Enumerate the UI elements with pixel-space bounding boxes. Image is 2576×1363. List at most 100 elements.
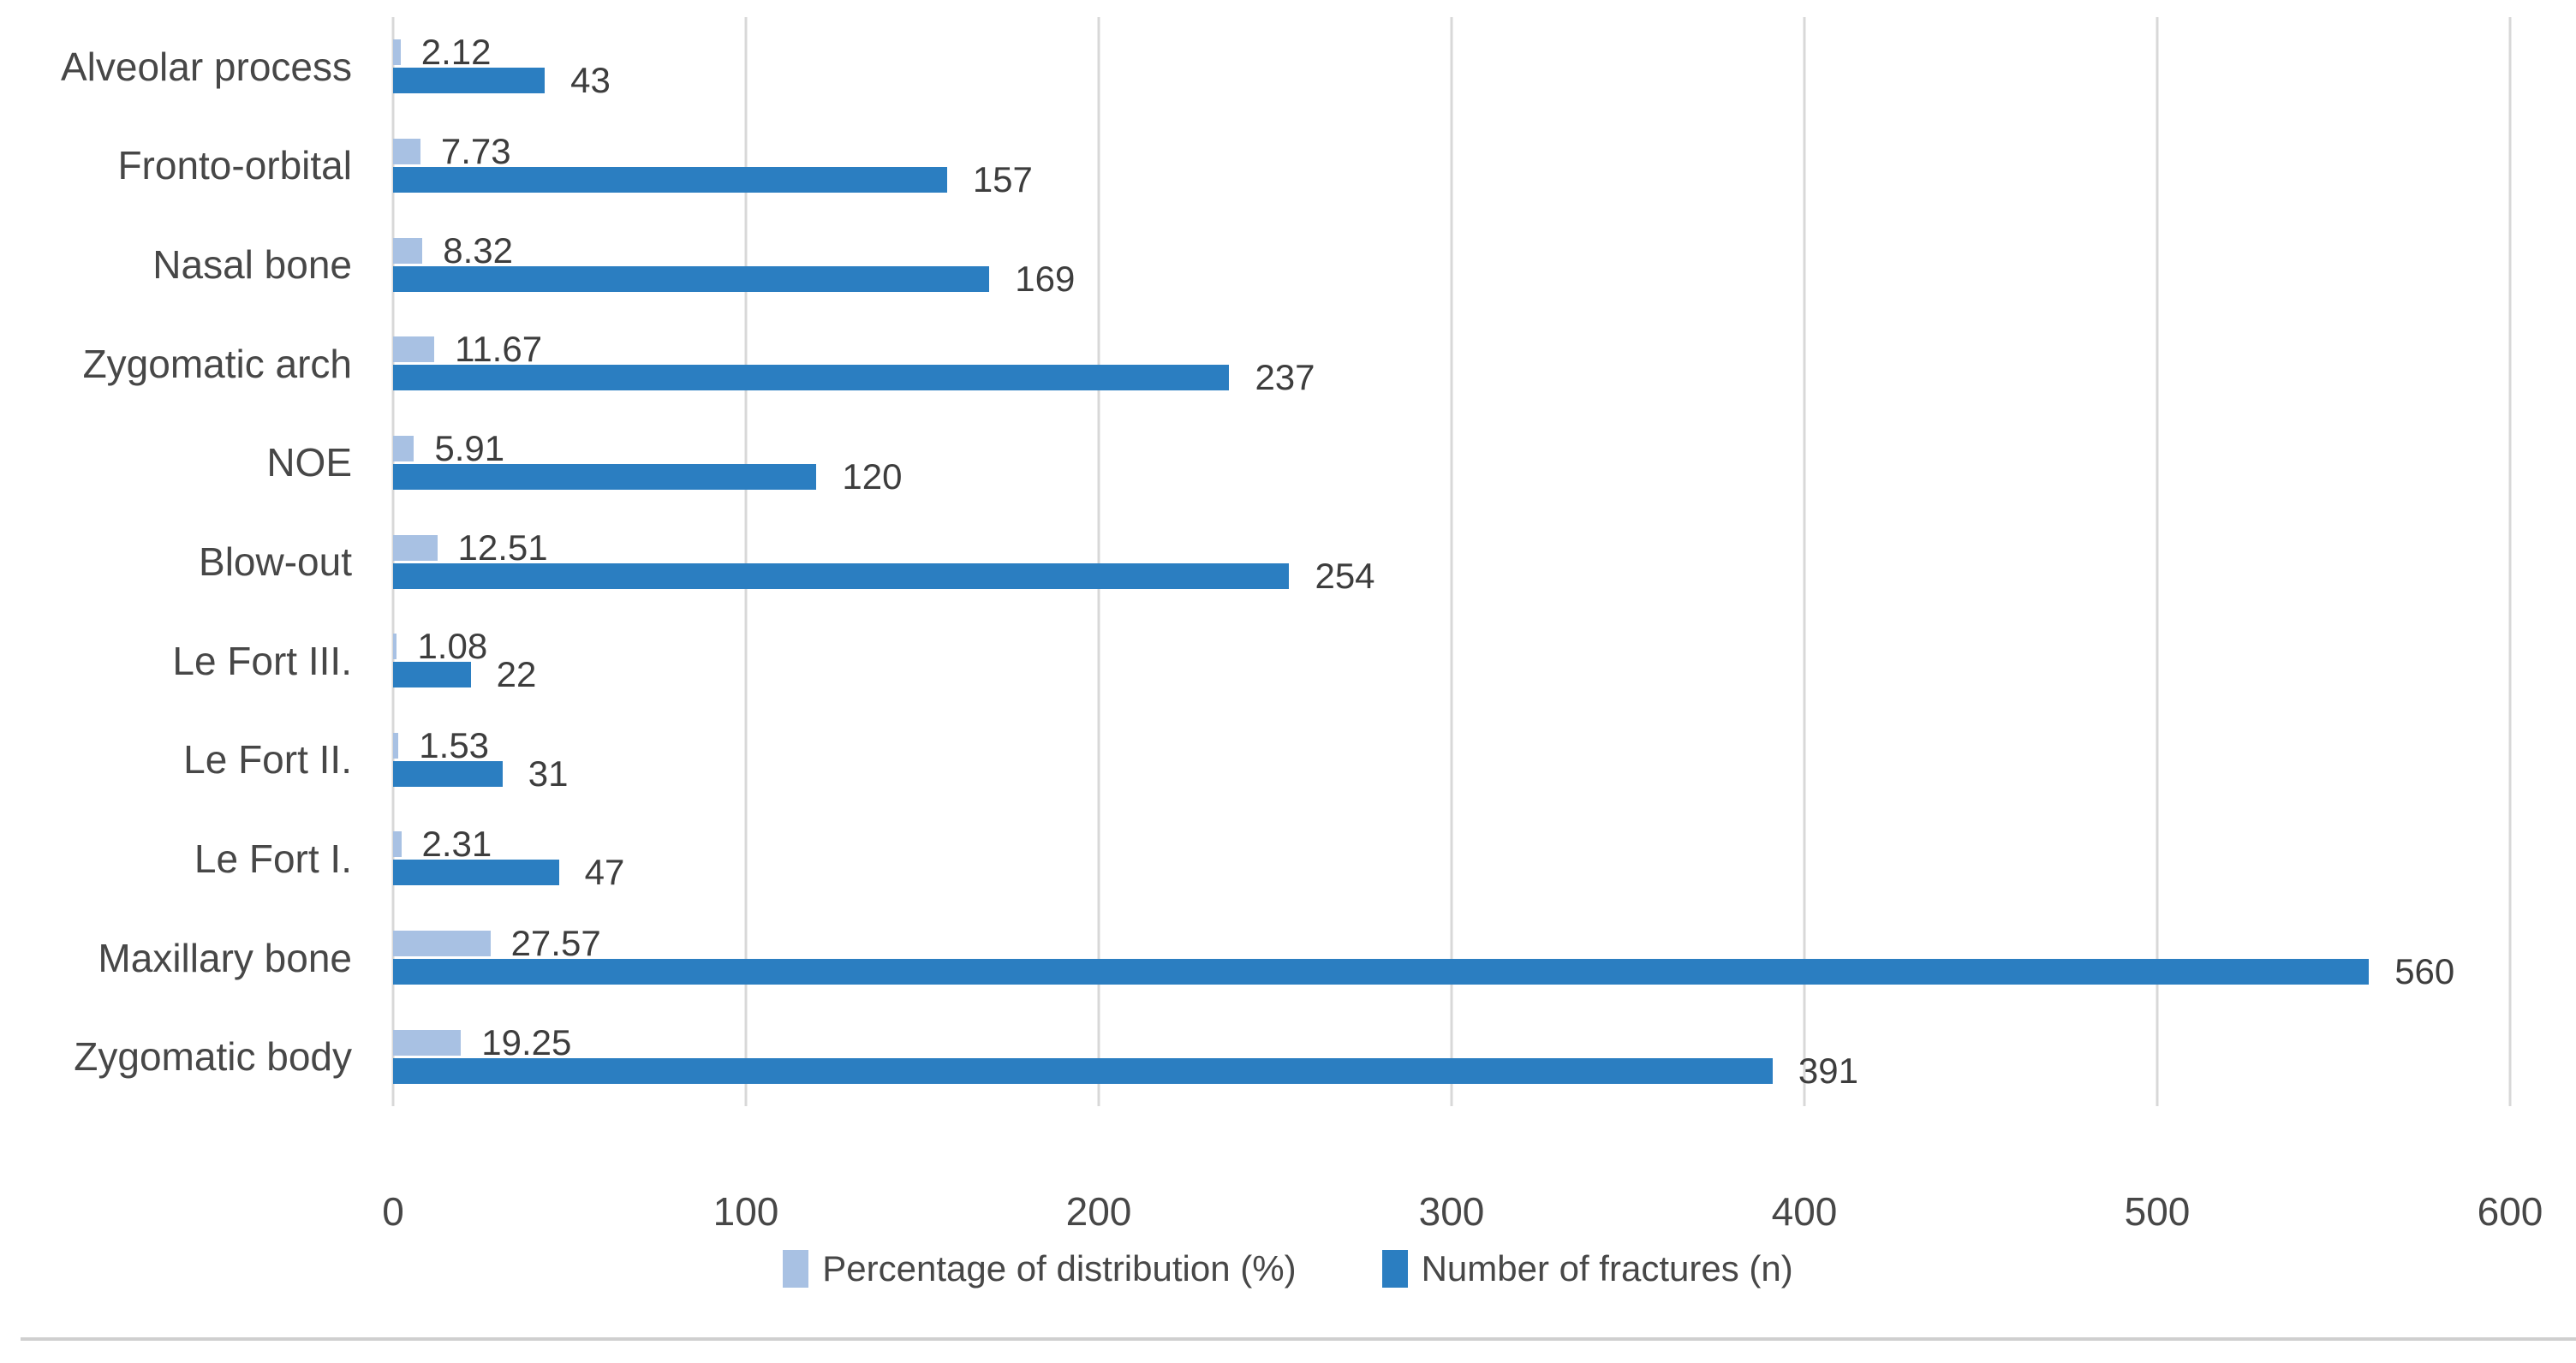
pct-bar xyxy=(393,732,399,759)
legend-marker xyxy=(783,1250,809,1288)
category-label: Maxillary bone xyxy=(98,935,352,980)
count-bar xyxy=(393,463,817,490)
count-bar-line: 254 xyxy=(393,556,2510,596)
x-axis-ticks: 0 100 200 300 400 500 600 xyxy=(382,1188,2543,1240)
bar-group: 12.51 254 xyxy=(393,512,2510,611)
category-label: Nasal bone xyxy=(152,242,352,288)
legend-label: Percentage of distribution (%) xyxy=(822,1248,1297,1289)
count-bar-line: 22 xyxy=(393,654,2510,694)
gridline xyxy=(391,17,395,1106)
pct-bar-line: 1.53 xyxy=(393,725,2510,765)
bar-group: 19.25 391 xyxy=(393,1007,2510,1106)
x-tick-label: 600 xyxy=(2477,1189,2543,1234)
count-bar xyxy=(393,265,990,292)
pct-bar-line: 19.25 xyxy=(393,1022,2510,1062)
bar-group: 11.67 237 xyxy=(393,314,2510,414)
count-bar-line: 169 xyxy=(393,259,2510,299)
legend-marker xyxy=(1381,1250,1408,1288)
legend-entry: Percentage of distribution (%) xyxy=(783,1248,1297,1289)
category-label: Alveolar process xyxy=(60,44,352,89)
gridline xyxy=(2508,17,2512,1106)
count-bar-line: 157 xyxy=(393,159,2510,199)
bar-group: 8.32 169 xyxy=(393,215,2510,314)
count-value-label: 22 xyxy=(496,654,537,695)
pct-bar-line: 2.12 xyxy=(393,32,2510,72)
count-value-label: 120 xyxy=(842,455,903,497)
legend: Percentage of distribution (%) Number of … xyxy=(0,1248,2576,1289)
count-value-label: 560 xyxy=(2394,951,2455,992)
pct-value-label: 2.31 xyxy=(421,824,492,865)
bar-group: 1.08 22 xyxy=(393,611,2510,711)
bar-group: 27.57 560 xyxy=(393,908,2510,1008)
pct-bar xyxy=(393,336,435,363)
count-value-label: 47 xyxy=(584,852,625,893)
count-bar-line: 120 xyxy=(393,456,2510,497)
category-axis: Alveolar process Fronto-orbital Nasal bone… xyxy=(0,17,352,1106)
x-tick-label: 400 xyxy=(1771,1189,1838,1234)
count-value-label: 31 xyxy=(528,753,569,794)
gridline xyxy=(2156,17,2159,1106)
pct-bar xyxy=(393,1029,462,1056)
count-bar xyxy=(393,68,546,94)
pct-bar xyxy=(393,138,420,164)
plot-area: 2.12 43 7.73 157 8.32 169 11.67 237 5.91 120 12.51… xyxy=(391,17,2512,1106)
count-value-label: 254 xyxy=(1315,555,1375,596)
gridline xyxy=(1097,17,1100,1106)
pct-bar xyxy=(393,435,414,461)
pct-bar-line: 27.57 xyxy=(393,923,2510,963)
pct-bar xyxy=(393,237,423,264)
legend-entry: Number of fractures (n) xyxy=(1381,1248,1793,1289)
pct-value-label: 19.25 xyxy=(481,1021,572,1062)
count-bar xyxy=(393,562,1290,589)
pct-value-label: 5.91 xyxy=(434,427,505,468)
count-value-label: 391 xyxy=(1798,1050,1858,1091)
pct-value-label: 27.57 xyxy=(510,923,601,964)
pct-bar xyxy=(393,534,438,561)
count-value-label: 157 xyxy=(972,158,1033,199)
count-bar xyxy=(393,1057,1773,1084)
legend-label: Number of fractures (n) xyxy=(1421,1248,1793,1289)
pct-bar-line: 2.31 xyxy=(393,824,2510,864)
pct-value-label: 11.67 xyxy=(455,329,543,370)
pct-bar xyxy=(393,634,397,660)
x-tick-label: 100 xyxy=(713,1189,779,1234)
pct-value-label: 1.53 xyxy=(419,724,490,765)
count-bar xyxy=(393,860,559,886)
count-bar-line: 31 xyxy=(393,753,2510,794)
category-label: Fronto-orbital xyxy=(117,143,352,188)
pct-bar-line: 7.73 xyxy=(393,131,2510,171)
pct-bar-line: 1.08 xyxy=(393,626,2510,666)
gridline xyxy=(744,17,748,1106)
count-bar xyxy=(393,166,947,193)
pct-bar-line: 11.67 xyxy=(393,329,2510,369)
x-tick-label: 0 xyxy=(382,1189,404,1234)
count-value-label: 43 xyxy=(570,60,611,101)
pct-value-label: 12.51 xyxy=(457,527,548,568)
gridlines-layer xyxy=(391,17,2512,1106)
bar-group: 2.31 47 xyxy=(393,809,2510,908)
x-tick-label: 500 xyxy=(2124,1189,2191,1234)
category-label: Zygomatic arch xyxy=(82,341,352,386)
category-label: Blow-out xyxy=(199,539,352,585)
category-label: Le Fort I. xyxy=(194,836,352,881)
x-tick-label: 300 xyxy=(1418,1189,1485,1234)
pct-bar xyxy=(393,831,402,858)
pct-bar-line: 5.91 xyxy=(393,428,2510,468)
bar-group: 2.12 43 xyxy=(393,17,2510,116)
category-label: Le Fort III. xyxy=(172,638,352,683)
bar-group: 5.91 120 xyxy=(393,414,2510,513)
count-bar xyxy=(393,662,471,688)
pct-bar xyxy=(393,39,401,66)
category-label: NOE xyxy=(266,440,352,485)
gridline xyxy=(1803,17,1806,1106)
count-bar xyxy=(393,365,1230,391)
bars-layer: 2.12 43 7.73 157 8.32 169 11.67 237 5.91 120 12.51… xyxy=(393,17,2510,1106)
count-value-label: 169 xyxy=(1015,258,1076,299)
count-bar-line: 43 xyxy=(393,60,2510,100)
pct-value-label: 7.73 xyxy=(440,130,511,171)
pct-bar-line: 8.32 xyxy=(393,230,2510,271)
category-label: Le Fort II. xyxy=(183,737,352,783)
count-bar-line: 391 xyxy=(393,1051,2510,1091)
count-bar-line: 47 xyxy=(393,852,2510,892)
